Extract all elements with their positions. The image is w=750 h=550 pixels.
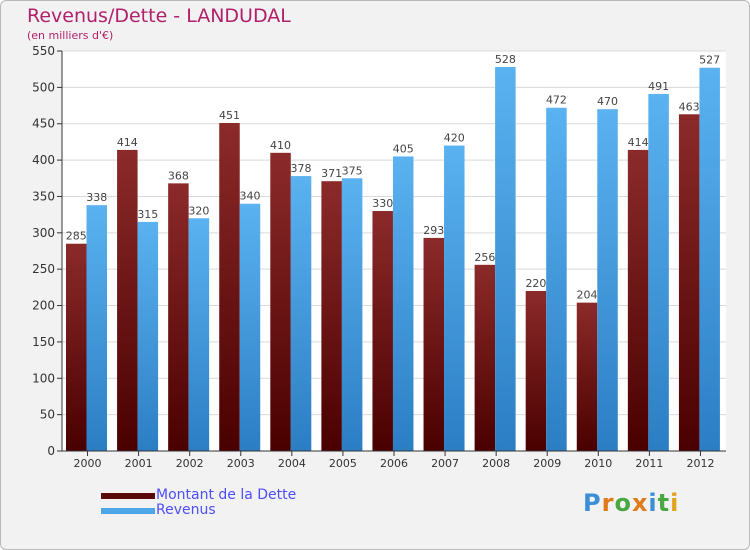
bar-revenus — [597, 109, 618, 451]
bar-revenus — [444, 145, 465, 451]
bar-revenus — [392, 156, 414, 452]
logo-letter: x — [631, 489, 649, 517]
data-label-revenus: 405 — [393, 142, 414, 155]
x-tick-label: 2011 — [635, 457, 663, 470]
y-tick-label: 350 — [32, 189, 55, 203]
data-label-debt: 330 — [372, 197, 393, 210]
bar-debt — [372, 211, 393, 451]
data-label-revenus: 420 — [444, 132, 465, 145]
y-tick-label: 500 — [32, 80, 55, 94]
chart-subtitle: (en milliers d'€) — [27, 29, 114, 42]
data-label-revenus: 378 — [291, 162, 312, 175]
bar-revenus — [188, 218, 210, 451]
x-tick-label: 2008 — [482, 457, 510, 470]
legend-label-debt: Montant de la Dette — [156, 487, 297, 503]
legend-swatch-revenus — [101, 508, 155, 514]
bar-debt — [117, 149, 138, 451]
x-tick-label: 2003 — [227, 457, 255, 470]
bar-revenus — [137, 221, 159, 451]
data-label-debt: 368 — [168, 169, 189, 182]
bar-revenus — [290, 176, 312, 451]
bar-debt — [423, 237, 445, 451]
bar-debt — [321, 181, 342, 451]
data-label-debt: 256 — [474, 251, 495, 264]
bar-revenus — [341, 178, 363, 452]
x-tick-label: 2001 — [125, 457, 153, 470]
proxiti-logo: Proxiti — [583, 489, 679, 517]
bar-revenus — [648, 93, 669, 451]
x-tick-label: 2000 — [74, 457, 102, 470]
data-label-revenus: 315 — [137, 208, 158, 221]
data-label-revenus: 340 — [239, 190, 260, 203]
y-tick-label: 250 — [32, 262, 55, 276]
bar-debt — [525, 291, 547, 451]
data-label-debt: 285 — [66, 230, 87, 243]
logo-letter: o — [614, 489, 632, 517]
data-label-revenus: 472 — [546, 94, 567, 107]
data-label-revenus: 527 — [699, 54, 720, 67]
bar-debt — [576, 302, 598, 451]
bar-debt — [168, 183, 189, 451]
y-tick-label: 550 — [32, 44, 55, 58]
data-label-debt: 371 — [321, 167, 342, 180]
y-tick-label: 0 — [47, 444, 55, 458]
y-tick-label: 200 — [32, 299, 55, 313]
bar-debt — [219, 123, 240, 451]
x-tick-label: 2004 — [278, 457, 306, 470]
data-label-debt: 414 — [117, 136, 138, 149]
bar-debt — [678, 114, 700, 451]
data-label-revenus: 528 — [495, 53, 516, 66]
y-tick-label: 400 — [32, 153, 55, 167]
bar-debt — [474, 264, 496, 451]
y-tick-label: 50 — [40, 408, 55, 422]
data-label-revenus: 375 — [342, 164, 363, 177]
bar-revenus — [546, 107, 567, 452]
x-tick-label: 2002 — [176, 457, 204, 470]
chart-title: Revenus/Dette - LANDUDAL — [27, 5, 291, 27]
x-tick-label: 2010 — [584, 457, 612, 470]
data-label-debt: 293 — [423, 224, 444, 237]
legend-label-revenus: Revenus — [156, 502, 216, 518]
bar-debt — [270, 152, 291, 451]
logo-letter: r — [601, 489, 615, 517]
x-tick-label: 2007 — [431, 457, 459, 470]
bar-revenus — [495, 67, 516, 451]
x-tick-label: 2005 — [329, 457, 357, 470]
logo-letter: i — [648, 489, 658, 517]
data-label-revenus: 338 — [86, 191, 107, 204]
bar-revenus — [699, 67, 720, 452]
y-tick-label: 300 — [32, 226, 55, 240]
x-tick-label: 2006 — [380, 457, 408, 470]
x-tick-label: 2012 — [686, 457, 714, 470]
data-label-debt: 220 — [525, 277, 546, 290]
legend-swatch-debt — [101, 493, 155, 499]
data-label-debt: 451 — [219, 109, 240, 122]
data-label-debt: 204 — [577, 289, 598, 302]
y-tick-label: 100 — [32, 371, 55, 385]
data-label-revenus: 470 — [597, 95, 618, 108]
data-label-debt: 463 — [679, 100, 700, 113]
y-tick-label: 450 — [32, 117, 55, 131]
data-label-debt: 410 — [270, 139, 291, 152]
data-label-revenus: 491 — [648, 80, 669, 93]
y-tick-label: 150 — [32, 335, 55, 349]
logo-letter: P — [583, 489, 602, 517]
data-label-debt: 414 — [628, 136, 649, 149]
logo-letter: i — [670, 489, 680, 517]
bar-revenus — [239, 203, 261, 451]
x-tick-label: 2009 — [533, 457, 561, 470]
logo-letter: t — [657, 489, 671, 517]
bar-debt — [66, 243, 87, 451]
bar-revenus — [86, 205, 107, 451]
data-label-revenus: 320 — [188, 204, 209, 217]
bar-debt — [627, 149, 649, 451]
